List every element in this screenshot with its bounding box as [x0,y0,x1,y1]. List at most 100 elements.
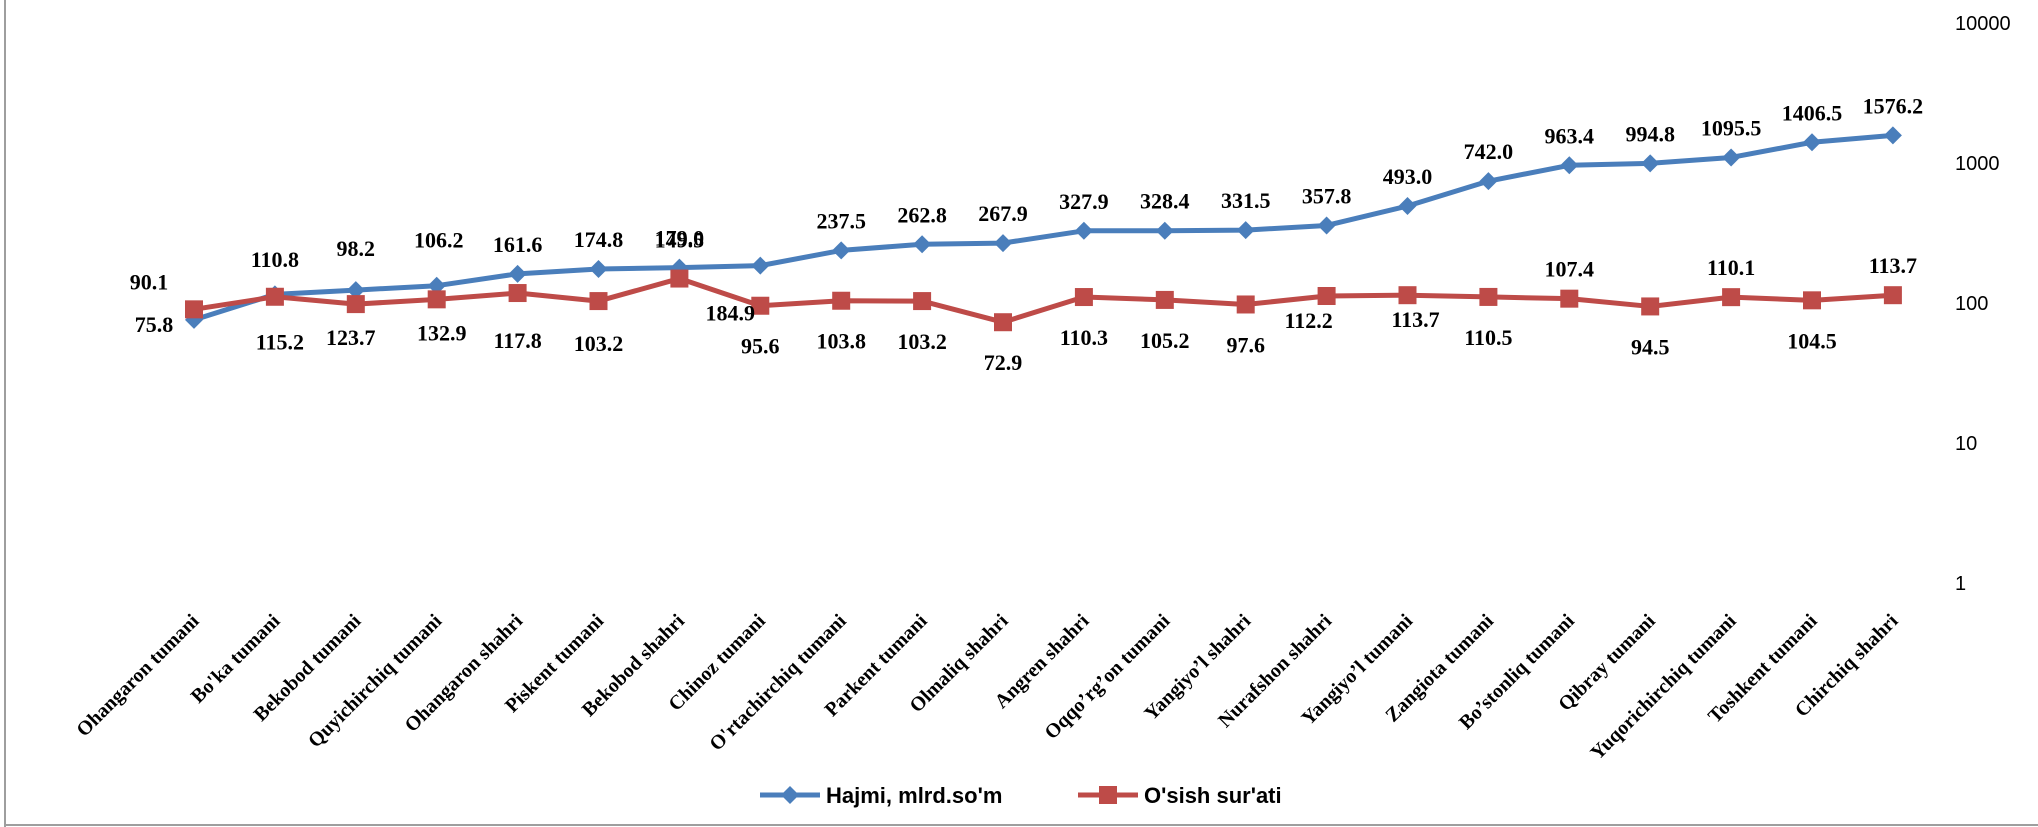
series-layer [185,126,1902,332]
data-point-marker [1236,221,1255,240]
data-label: 132.9 [417,321,467,346]
data-label: 123.7 [326,325,376,350]
data-labels-layer: 75.8 115.2 123.7 132.9 161.6 174.8 179.0 184.9 2… [130,93,1923,375]
data-label: 267.9 [978,201,1028,226]
data-point-marker [1722,148,1741,167]
data-point-marker [185,300,203,319]
data-label: 174.8 [574,227,624,252]
data-point-marker [1803,133,1821,152]
data-point-marker [1883,286,1902,305]
y-tick-label: 10000 [1955,13,2011,35]
y-tick-label: 100 [1955,293,1988,315]
data-label: 103.2 [574,331,624,356]
data-label: 113.7 [1391,307,1439,332]
data-label: 1406.5 [1782,100,1843,125]
x-tick-label: O'rtachirchiq tumani [705,610,851,756]
legend-item: Hajmi, mlrd.so'm [760,783,1002,808]
data-label: 110.5 [1464,325,1512,350]
data-point-marker [1722,288,1741,307]
data-label: 328.4 [1140,189,1190,214]
data-point-marker [427,290,446,309]
data-label: 184.9 [706,301,756,326]
y-tick-label: 10 [1955,433,1977,455]
data-point-marker [589,260,608,279]
data-point-marker [1317,287,1336,306]
data-point-marker [1560,289,1579,308]
data-label: 97.6 [1226,332,1265,357]
x-tick-label: Ohangaron tumani [72,610,204,742]
data-label: 115.2 [256,329,304,354]
data-point-marker [1074,221,1093,240]
data-label: 95.6 [741,334,780,359]
data-point-marker [1155,290,1174,309]
data-point-marker [346,295,365,314]
data-point-marker [508,264,527,283]
data-point-marker [1641,297,1660,316]
data-label: 90.1 [130,269,169,294]
data-point-marker [508,284,527,303]
legend-marker [1099,786,1117,804]
legend-label: Hajmi, mlrd.so'm [826,783,1002,808]
series-line [193,132,1894,323]
y-tick-label: 1000 [1955,153,2000,175]
data-point-marker [1236,295,1255,314]
data-label: 104.5 [1787,328,1837,353]
data-label: 994.8 [1625,121,1675,146]
legend-marker [781,786,799,804]
data-point-marker [1479,172,1498,191]
legend-item: O'sish sur'ati [1078,783,1282,808]
data-label: 103.2 [897,329,947,354]
data-point-marker [1317,216,1336,235]
data-label: 105.2 [1140,328,1190,353]
x-tick-label: Yuqorichirchiq tumani [1586,610,1741,765]
data-label: 106.2 [414,227,464,252]
data-label: 107.4 [1545,257,1595,282]
data-point-marker [1641,154,1660,173]
data-point-marker [751,296,770,315]
data-label: 149.5 [655,228,705,253]
data-label: 963.4 [1545,123,1595,148]
data-label: 103.8 [816,329,866,354]
data-point-marker [751,256,770,275]
data-label: 110.8 [251,247,299,272]
data-point-marker [346,281,365,300]
data-label: 117.8 [493,328,541,353]
data-point-marker [1560,156,1579,175]
legend: Hajmi, mlrd.so'm O'sish sur'ati [760,783,1282,808]
data-label: 331.5 [1221,188,1271,213]
data-point-marker [832,291,851,310]
data-label: 1095.5 [1701,115,1762,140]
data-label: 110.3 [1060,325,1108,350]
data-point-marker [1155,221,1174,240]
legend-label: O'sish sur'ati [1144,783,1282,808]
data-label: 94.5 [1631,334,1670,359]
data-point-marker [913,292,932,311]
data-label: 327.9 [1059,189,1109,214]
data-point-marker [1398,286,1417,305]
data-label: 161.6 [493,232,543,257]
data-label: 237.5 [816,208,866,233]
data-label: 113.7 [1869,253,1917,278]
data-point-marker [427,276,446,295]
data-label: 72.9 [984,350,1023,375]
data-point-marker [1883,126,1902,145]
data-point-marker [994,313,1012,332]
data-point-marker [994,234,1012,253]
data-label: 75.8 [135,312,174,337]
data-point-marker [1803,291,1821,310]
data-point-marker [1479,287,1498,306]
data-label: 493.0 [1383,164,1433,189]
data-point-marker [913,235,932,254]
data-point-marker [832,241,851,260]
y-axis-ticks: 10000 1000 100 10 1 [1955,13,2011,595]
y-tick-label: 1 [1955,573,1966,595]
data-point-marker [1398,197,1417,216]
x-tick-label: Quyichirchiq tumani [304,610,447,753]
data-label: 357.8 [1302,183,1352,208]
data-label: 98.2 [337,236,376,261]
data-label: 262.8 [897,202,947,227]
data-point-marker [1074,288,1093,307]
data-label: 112.2 [1284,308,1332,333]
data-label: 1576.2 [1863,93,1924,118]
